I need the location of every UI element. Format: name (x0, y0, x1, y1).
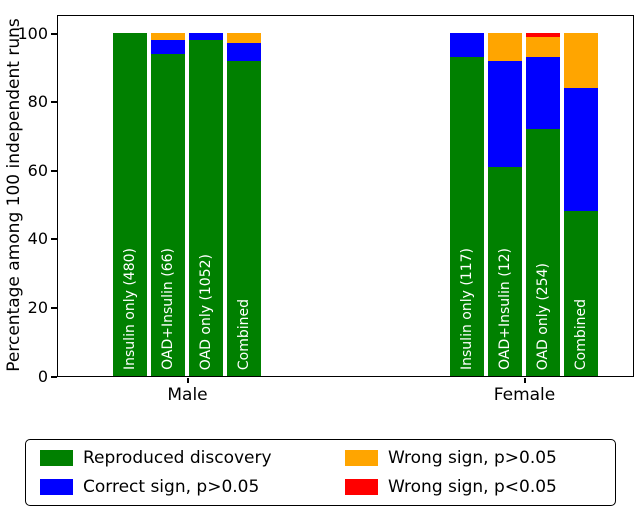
bar-segment-correct-ns (450, 33, 484, 58)
legend-swatch-wrong-ns (345, 450, 378, 467)
y-tick (51, 375, 57, 378)
bar-segment-reproduced (450, 57, 484, 376)
bar-segment-correct-ns (151, 40, 185, 54)
y-tick (51, 306, 57, 309)
y-tick-label: 0 (37, 366, 48, 386)
bar-segment-correct-ns (189, 33, 223, 40)
x-tick-label-female: Female (493, 385, 556, 405)
y-tick-label: 80 (27, 92, 48, 112)
bar-segment-reproduced (227, 60, 261, 376)
plot-area: Insulin only (480) OAD+Insulin (66) OAD on… (57, 15, 634, 377)
legend-label-wrong-sig: Wrong sign, p<0.05 (388, 476, 557, 497)
bar-segment-reproduced (151, 53, 185, 376)
y-tick (51, 169, 57, 172)
bar-segment-wrong-ns (151, 33, 185, 40)
bar-segment-reproduced (113, 33, 147, 376)
y-axis-label: Percentage among 100 independent runs (4, 18, 24, 372)
bar-segment-wrong-ns (488, 33, 522, 61)
x-tick-label-male: Male (167, 385, 208, 405)
bar-segment-wrong-ns (564, 33, 598, 88)
legend: Reproduced discovery Correct sign, p>0.05… (25, 439, 616, 506)
legend-swatch-wrong-sig (345, 478, 378, 495)
bar-segment-wrong-sig (526, 33, 560, 37)
bar-segment-reproduced (189, 40, 223, 376)
legend-label-correct-ns: Correct sign, p>0.05 (83, 476, 260, 497)
y-tick-label: 40 (27, 229, 48, 249)
y-tick-label: 60 (27, 160, 48, 180)
y-tick (51, 101, 57, 104)
bar-segment-correct-ns (564, 88, 598, 212)
bar-segment-wrong-ns (227, 33, 261, 44)
legend-swatch-reproduced (40, 450, 73, 467)
bar-segment-reproduced (526, 129, 560, 376)
bar-segment-reproduced (488, 166, 522, 376)
y-tick-label: 100 (17, 23, 48, 43)
bar-segment-correct-ns (227, 43, 261, 61)
legend-label-wrong-ns: Wrong sign, p>0.05 (388, 448, 557, 469)
x-tick (186, 378, 189, 383)
legend-item-wrong-ns: Wrong sign, p>0.05 (345, 448, 601, 468)
legend-item-correct-ns: Correct sign, p>0.05 (40, 477, 345, 497)
bar-segment-reproduced (564, 211, 598, 376)
bar-segment-wrong-ns (526, 36, 560, 58)
y-tick (51, 32, 57, 35)
y-tick-label: 20 (27, 297, 48, 317)
legend-swatch-correct-ns (40, 478, 73, 495)
legend-item-wrong-sig: Wrong sign, p<0.05 (345, 477, 601, 497)
x-tick (523, 378, 526, 383)
legend-label-reproduced: Reproduced discovery (83, 448, 272, 469)
y-tick (51, 238, 57, 241)
bar-segment-correct-ns (526, 57, 560, 130)
legend-item-reproduced: Reproduced discovery (40, 448, 345, 468)
bar-segment-correct-ns (488, 60, 522, 167)
